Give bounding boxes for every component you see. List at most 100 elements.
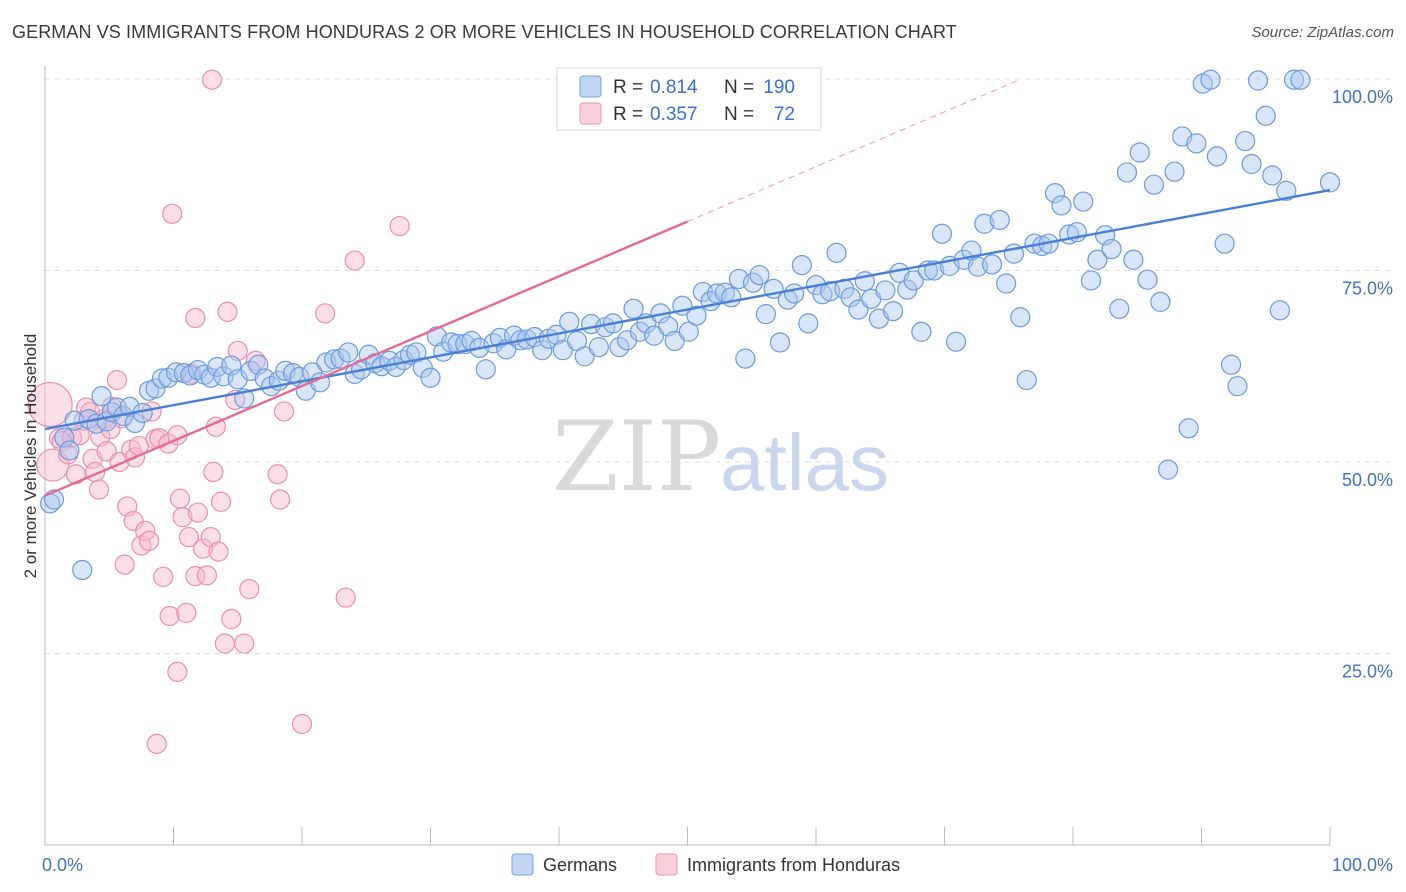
german-point-57 — [420, 367, 441, 388]
german-point-127 — [911, 321, 932, 342]
honduras-point-58 — [221, 608, 242, 630]
german-point-156 — [1116, 162, 1138, 183]
honduras-point-67 — [291, 713, 313, 735]
german-point-180 — [1283, 69, 1305, 90]
german-point-77 — [559, 311, 580, 332]
german-point-176 — [1255, 105, 1276, 126]
y-tick-label-3: 100.0% — [1332, 87, 1393, 107]
honduras-point-41 — [172, 507, 193, 528]
german-point-181 — [1290, 69, 1311, 90]
german-point-5 — [72, 559, 93, 581]
honduras-point-71 — [389, 215, 410, 237]
honduras-point-38 — [167, 661, 188, 682]
german-point-45 — [338, 342, 359, 363]
honduras-point-1 — [36, 448, 70, 482]
german-point-151 — [1080, 270, 1102, 291]
german-point-155 — [1109, 298, 1130, 319]
german-point-165 — [1178, 418, 1199, 439]
german-point-157 — [1123, 249, 1144, 270]
honduras-point-54 — [210, 491, 232, 512]
bottom-legend-swatch-honduras — [655, 853, 678, 876]
bottom-legend-honduras: Immigrants from Honduras — [687, 855, 900, 875]
german-point-102 — [735, 348, 756, 369]
german-point-172 — [1227, 376, 1248, 397]
y-tick-label-2: 75.0% — [1342, 279, 1393, 299]
german-point-154 — [1101, 238, 1122, 260]
legend-n-value-germans: 190 — [763, 77, 795, 98]
chart-title: GERMAN VS IMMIGRANTS FROM HONDURAS 2 OR … — [12, 22, 957, 42]
german-point-110 — [791, 255, 812, 276]
honduras-point-57 — [217, 301, 238, 322]
german-point-86 — [623, 298, 644, 319]
honduras-point-42 — [176, 602, 197, 624]
honduras-point-13 — [88, 479, 110, 500]
german-point-109 — [784, 283, 805, 304]
honduras-point-37 — [162, 203, 183, 224]
german-point-160 — [1143, 174, 1165, 195]
correlation-legend: R = 0.814 N = 190 R = 0.357 N = 72 — [556, 67, 822, 131]
german-point-138 — [989, 209, 1010, 231]
german-point-94 — [678, 321, 699, 342]
honduras-point-0 — [27, 381, 73, 428]
german-point-174 — [1241, 153, 1262, 175]
german-point-3 — [59, 440, 80, 461]
german-point-159 — [1137, 269, 1158, 290]
legend-r-label-1: R = — [613, 77, 643, 98]
honduras-point-43 — [178, 526, 200, 548]
german-point-73 — [532, 340, 553, 361]
honduras-point-25 — [123, 510, 144, 532]
honduras-point-46 — [185, 566, 206, 587]
german-point-139 — [996, 273, 1017, 294]
honduras-point-66 — [273, 401, 295, 422]
german-point-25 — [200, 367, 221, 388]
german-point-123 — [882, 300, 904, 322]
german-point-169 — [1206, 146, 1228, 167]
german-point-173 — [1235, 130, 1256, 152]
german-point-95 — [686, 305, 707, 326]
honduras-point-22 — [114, 554, 135, 575]
german-point-79 — [574, 346, 595, 367]
german-point-177 — [1262, 165, 1283, 186]
honduras-point-47 — [187, 502, 209, 523]
tick-labels: 25.0% 50.0% 75.0% 100.0% 0.0% 100.0% — [42, 87, 1393, 875]
legend-r-value-germans: 0.814 — [650, 77, 698, 98]
honduras-point-70 — [344, 250, 365, 271]
honduras-point-48 — [192, 538, 214, 559]
honduras-point-30 — [138, 530, 160, 551]
german-point-76 — [552, 340, 573, 361]
axes — [44, 66, 1331, 846]
german-point-141 — [1010, 307, 1031, 328]
legend-r-label-2: R = — [613, 104, 643, 125]
german-point-130 — [931, 223, 953, 244]
honduras-point-63 — [245, 350, 266, 371]
honduras-point-68 — [315, 303, 336, 324]
german-point-111 — [798, 313, 819, 334]
german-point-142 — [1016, 369, 1037, 391]
legend-n-label-2: N = — [724, 104, 754, 125]
legend-n-value-honduras: 72 — [774, 104, 795, 125]
legend-r-value-honduras: 0.357 — [650, 104, 698, 125]
german-point-81 — [588, 337, 609, 358]
german-point-150 — [1073, 191, 1094, 212]
german-point-55 — [406, 342, 427, 363]
german-point-158 — [1129, 142, 1150, 163]
honduras-point-65 — [270, 489, 291, 510]
germans-trend-line — [44, 188, 1331, 431]
y-axis-label: 2 or more Vehicles in Household — [21, 334, 40, 579]
german-point-84 — [609, 337, 630, 358]
honduras-point-72 — [146, 733, 167, 754]
german-point-163 — [1164, 161, 1185, 182]
german-point-170 — [1214, 233, 1235, 254]
german-point-152 — [1087, 249, 1108, 270]
german-point-122 — [875, 280, 896, 301]
x-tick-label-1: 100.0% — [1332, 855, 1393, 875]
x-tick-label-0: 0.0% — [42, 855, 83, 875]
german-point-137 — [981, 254, 1003, 275]
german-point-104 — [749, 264, 770, 286]
bottom-legend-germans: Germans — [543, 855, 617, 875]
y-tick-label-1: 50.0% — [1342, 470, 1393, 490]
honduras-trend-extension — [687, 78, 1022, 223]
y-tick-label-0: 25.0% — [1342, 662, 1393, 682]
german-point-147 — [1051, 195, 1072, 216]
